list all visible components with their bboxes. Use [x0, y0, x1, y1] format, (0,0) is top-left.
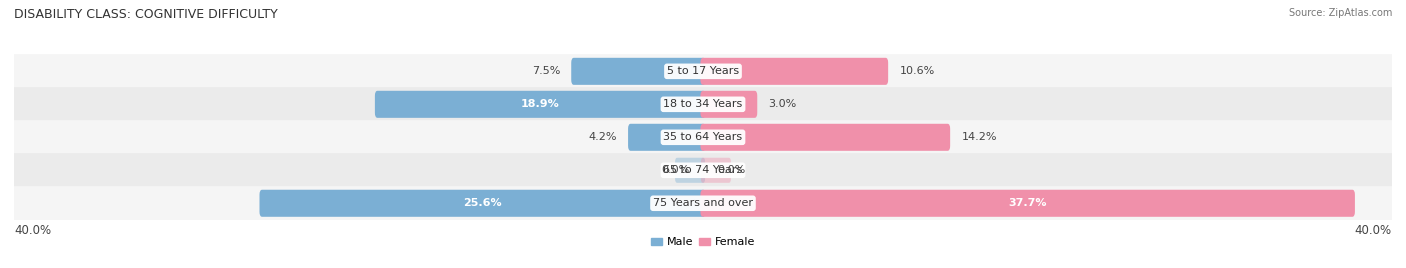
FancyBboxPatch shape [700, 190, 1355, 217]
FancyBboxPatch shape [14, 120, 1392, 154]
FancyBboxPatch shape [700, 124, 950, 151]
Text: 37.7%: 37.7% [1008, 198, 1047, 208]
FancyBboxPatch shape [675, 158, 704, 183]
Text: 75 Years and over: 75 Years and over [652, 198, 754, 208]
Text: 3.0%: 3.0% [769, 99, 797, 109]
Text: 65 to 74 Years: 65 to 74 Years [664, 165, 742, 175]
FancyBboxPatch shape [700, 91, 758, 118]
Text: 0.0%: 0.0% [661, 165, 689, 175]
Text: 4.2%: 4.2% [588, 132, 617, 142]
Text: DISABILITY CLASS: COGNITIVE DIFFICULTY: DISABILITY CLASS: COGNITIVE DIFFICULTY [14, 8, 278, 21]
Text: 18.9%: 18.9% [520, 99, 560, 109]
Text: 25.6%: 25.6% [463, 198, 502, 208]
Text: 35 to 64 Years: 35 to 64 Years [664, 132, 742, 142]
Text: 40.0%: 40.0% [14, 224, 51, 237]
FancyBboxPatch shape [700, 58, 889, 85]
Text: 18 to 34 Years: 18 to 34 Years [664, 99, 742, 109]
Text: 10.6%: 10.6% [900, 66, 935, 76]
FancyBboxPatch shape [14, 87, 1392, 121]
Legend: Male, Female: Male, Female [647, 233, 759, 252]
Text: 7.5%: 7.5% [531, 66, 560, 76]
Text: Source: ZipAtlas.com: Source: ZipAtlas.com [1288, 8, 1392, 18]
FancyBboxPatch shape [14, 186, 1392, 220]
Text: 14.2%: 14.2% [962, 132, 997, 142]
FancyBboxPatch shape [260, 190, 706, 217]
Text: 0.0%: 0.0% [717, 165, 745, 175]
FancyBboxPatch shape [628, 124, 706, 151]
FancyBboxPatch shape [375, 91, 706, 118]
Text: 40.0%: 40.0% [1355, 224, 1392, 237]
FancyBboxPatch shape [14, 153, 1392, 187]
FancyBboxPatch shape [571, 58, 706, 85]
Text: 5 to 17 Years: 5 to 17 Years [666, 66, 740, 76]
FancyBboxPatch shape [14, 54, 1392, 88]
FancyBboxPatch shape [702, 158, 731, 183]
